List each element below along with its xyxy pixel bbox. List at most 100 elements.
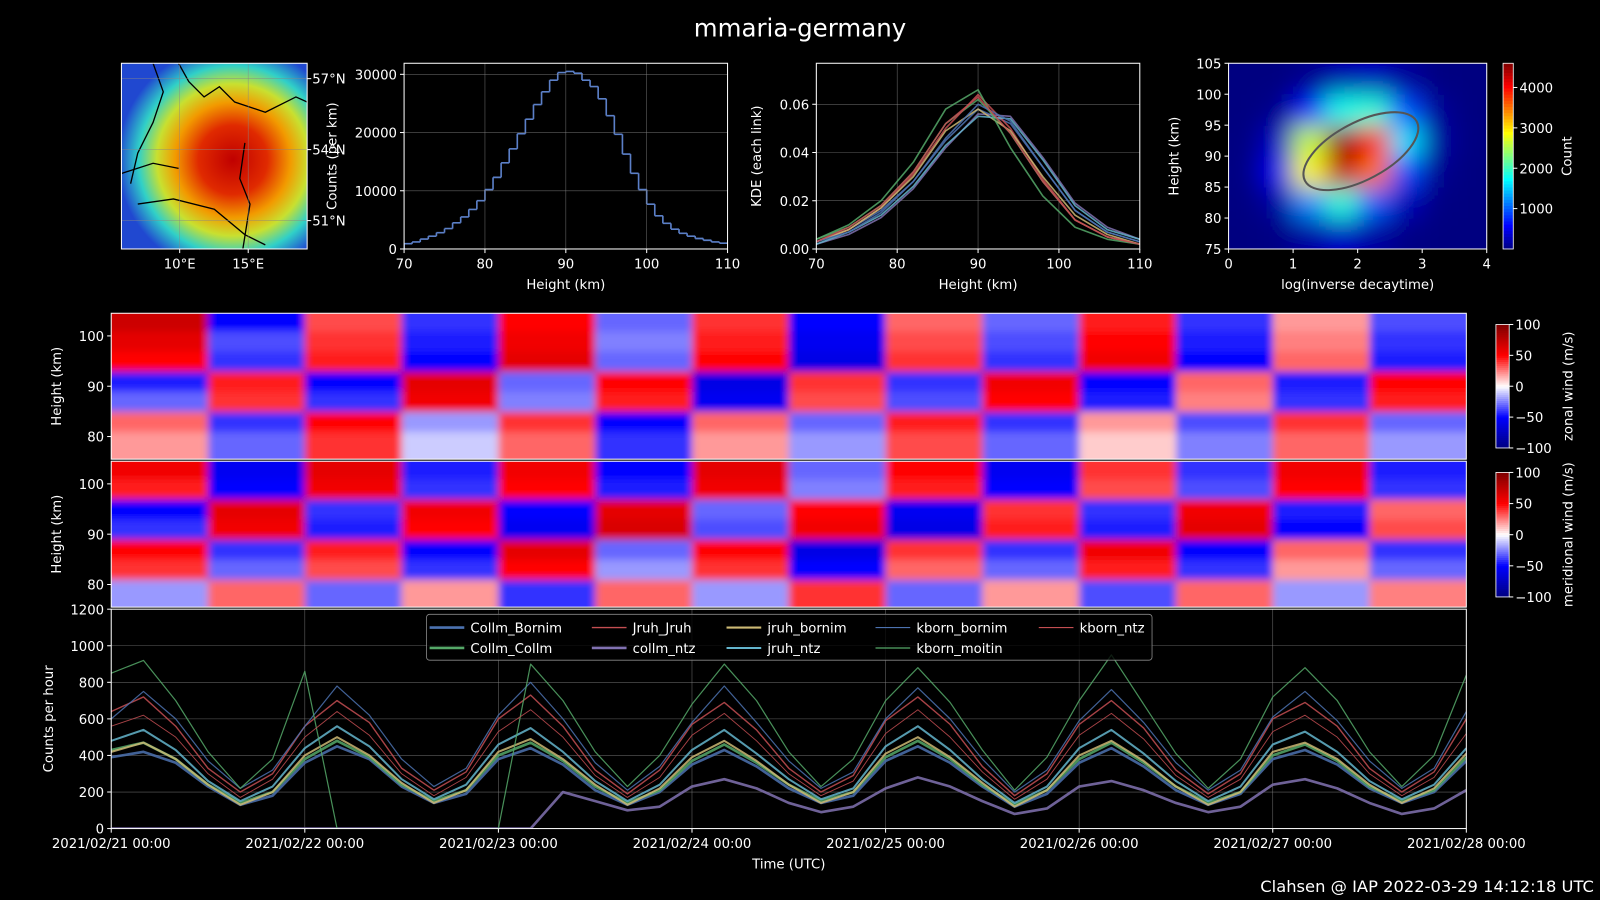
heatmap-cell bbox=[1369, 391, 1467, 412]
y-tick-label: 1200 bbox=[70, 603, 104, 618]
heatmap-cell bbox=[1293, 94, 1326, 126]
heatmap-cell bbox=[401, 559, 499, 580]
heatmap-cell bbox=[1079, 371, 1177, 392]
colorbar-swatch bbox=[1495, 486, 1510, 490]
heatmap-cell bbox=[401, 579, 499, 608]
heatmap-cell bbox=[595, 539, 693, 560]
heatmap-cell bbox=[1228, 187, 1262, 219]
colorbar-swatch bbox=[1503, 72, 1514, 77]
colorbar-tick-label: 50 bbox=[1515, 349, 1532, 364]
series-line bbox=[816, 96, 1140, 245]
x-tick-label: 70 bbox=[396, 257, 413, 272]
y-tick-label: 75 bbox=[1205, 243, 1222, 258]
x-tick-label: 2021/02/23 00:00 bbox=[439, 837, 558, 852]
legend-label: Collm_Collm bbox=[470, 642, 552, 657]
heatmap-cell bbox=[982, 539, 1080, 560]
heatmap-cell bbox=[304, 461, 403, 480]
legend-label: Collm_Bornim bbox=[470, 622, 562, 637]
colorbar-swatch bbox=[1495, 561, 1510, 565]
colorbar-swatch bbox=[1503, 78, 1514, 83]
heatmap-cell bbox=[788, 519, 887, 540]
heatmap-cell bbox=[1369, 330, 1467, 352]
colorbar-swatch bbox=[1495, 499, 1510, 502]
colorbar-swatch bbox=[1495, 511, 1510, 515]
colorbar-swatch bbox=[1503, 140, 1514, 145]
colorbar-swatch bbox=[1495, 336, 1510, 340]
heatmap-cell bbox=[1369, 313, 1467, 332]
heatmap-cell bbox=[401, 313, 499, 332]
y-tick-label: 200 bbox=[79, 786, 104, 801]
colorbar-swatch bbox=[1495, 493, 1510, 496]
colorbar-swatch bbox=[1503, 146, 1514, 151]
heatmap-cell bbox=[1454, 218, 1487, 249]
heatmap-cell bbox=[788, 498, 887, 520]
colorbar-swatch bbox=[1495, 553, 1510, 556]
heatmap-cells bbox=[111, 313, 1467, 460]
colorbar-swatch bbox=[1503, 205, 1514, 210]
colorbar-swatch bbox=[1495, 472, 1510, 475]
colorbar-swatch bbox=[1503, 69, 1514, 73]
heatmap-cell bbox=[1325, 156, 1359, 188]
colorbar-swatch bbox=[1495, 532, 1510, 536]
colorbar-swatch bbox=[1495, 388, 1510, 391]
x-axis-label: Time (UTC) bbox=[751, 857, 825, 872]
series-line bbox=[111, 736, 1467, 808]
x-tick-label: 2021/02/27 00:00 bbox=[1213, 837, 1332, 852]
colorbar-swatch bbox=[1495, 396, 1510, 399]
heatmap-cell bbox=[691, 559, 790, 580]
plot-area bbox=[111, 313, 1467, 460]
heatmap-cell bbox=[1260, 218, 1294, 249]
colorbar-swatch bbox=[1495, 371, 1510, 375]
colorbar-swatch bbox=[1503, 165, 1514, 169]
colorbar-tick-label: 100 bbox=[1515, 319, 1540, 334]
heatmap-cell bbox=[691, 579, 790, 608]
heatmap-cell bbox=[885, 371, 983, 392]
y-tick-label: 0.00 bbox=[780, 243, 810, 258]
heatmap-cell bbox=[1422, 125, 1455, 157]
heatmap-cell bbox=[788, 461, 887, 480]
heatmap-cell bbox=[1079, 498, 1177, 520]
series-line bbox=[111, 694, 1467, 797]
x-tick-label: 3 bbox=[1418, 257, 1426, 272]
colorbar-swatch bbox=[1503, 221, 1514, 225]
x-tick-label: 2021/02/28 00:00 bbox=[1407, 837, 1526, 852]
heatmap-cell bbox=[982, 431, 1080, 460]
heatmap-cell bbox=[1369, 411, 1467, 433]
heatmap-cell bbox=[208, 461, 306, 480]
colorbar-swatch bbox=[1503, 66, 1514, 70]
heatmap-cell bbox=[1272, 391, 1371, 412]
heatmap-cell bbox=[208, 539, 306, 560]
heatmap-cell bbox=[1079, 431, 1177, 460]
colorbar-swatch bbox=[1503, 230, 1514, 234]
heatmap-cell bbox=[1369, 498, 1467, 520]
x-axis-label: log(inverse decaytime) bbox=[1281, 278, 1434, 293]
heatmap-cell bbox=[982, 371, 1080, 392]
heatmap-cell bbox=[1325, 187, 1359, 219]
heatmap-cell bbox=[498, 330, 596, 352]
colorbar-swatch bbox=[1503, 180, 1514, 185]
colorbar-swatch bbox=[1503, 128, 1514, 132]
heatmap-cell bbox=[1175, 539, 1274, 560]
heatmap-cell bbox=[304, 519, 403, 540]
heatmap-cell bbox=[1389, 218, 1423, 249]
heatmap-cell bbox=[111, 519, 209, 540]
heatmap-cell bbox=[691, 461, 790, 480]
legend-label: collm_ntz bbox=[633, 642, 696, 657]
colorbar-swatch bbox=[1495, 569, 1510, 573]
heatmap-cell bbox=[498, 559, 596, 580]
heatmap-cell bbox=[595, 559, 693, 580]
colorbar-swatch bbox=[1495, 513, 1510, 517]
heatmap-cell bbox=[788, 371, 887, 392]
x-tick-label: 2021/02/25 00:00 bbox=[826, 837, 945, 852]
heatmap-cell bbox=[1357, 94, 1391, 126]
x-tick-label: 15°E bbox=[232, 257, 264, 272]
heatmap-cell bbox=[304, 559, 403, 580]
colorbar-swatch bbox=[1495, 384, 1510, 387]
colorbar-tick-label: 100 bbox=[1515, 467, 1540, 482]
colorbar-swatch bbox=[1503, 106, 1514, 111]
colorbar-swatch bbox=[1495, 363, 1510, 367]
y-tick-label: 80 bbox=[1205, 212, 1222, 227]
colorbar-swatch bbox=[1503, 202, 1514, 207]
colorbar-swatch bbox=[1503, 153, 1514, 157]
heatmap-cell bbox=[401, 461, 499, 480]
